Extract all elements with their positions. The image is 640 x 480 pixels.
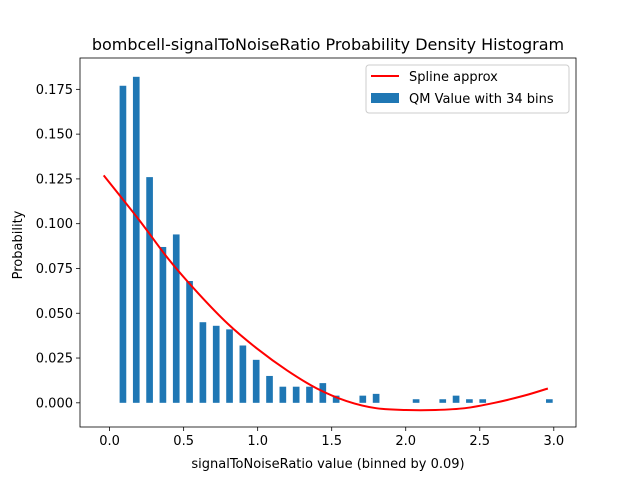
histogram-bar <box>132 76 140 403</box>
histogram-bar <box>146 177 153 403</box>
histogram-bar <box>452 395 460 403</box>
y-tick-label: 0.100 <box>36 217 73 232</box>
histogram-bar <box>292 386 300 403</box>
histogram-bar <box>546 399 553 403</box>
x-tick-label: 2.0 <box>395 434 416 449</box>
histogram-bar <box>239 345 247 403</box>
x-tick-label: 2.5 <box>469 434 490 449</box>
histogram-bar <box>172 234 180 403</box>
histogram-bar <box>212 325 220 403</box>
histogram-bar <box>466 399 473 403</box>
histogram-bar <box>332 395 340 403</box>
legend-label: Spline approx <box>409 70 498 85</box>
histogram-bar <box>266 375 273 403</box>
spline-line <box>102 174 549 412</box>
plot-area: 0.0 0.5 1.0 1.5 2.0 2.5 3.0 0.000 0.025 0.050 0.07… <box>36 57 577 449</box>
y-tick-label: 0.125 <box>36 172 73 187</box>
histogram-bar <box>186 281 193 403</box>
legend-bar-swatch <box>371 93 399 103</box>
legend-label: QM Value with 34 bins <box>409 92 554 107</box>
histogram-bar <box>199 322 207 403</box>
x-tick-label: 0.5 <box>173 434 194 449</box>
y-tick-label: 0.175 <box>36 83 73 98</box>
histogram-bar <box>479 399 487 403</box>
y-axis-label: Probability <box>11 210 26 279</box>
y-tick-label: 0.000 <box>36 396 73 411</box>
x-tick-label: 1.5 <box>321 434 342 449</box>
histogram-bar <box>319 383 327 403</box>
chart-title: bombcell-signalToNoiseRatio Probability … <box>92 35 564 54</box>
y-tick-label: 0.075 <box>36 262 73 277</box>
x-tick-label: 0.0 <box>99 434 120 449</box>
histogram-bar <box>372 393 380 403</box>
histogram-bar <box>439 399 447 403</box>
histogram-bar <box>119 85 127 403</box>
histogram-bar <box>226 329 233 403</box>
histogram-bar <box>306 386 313 403</box>
legend: Spline approx QM Value with 34 bins <box>365 64 570 114</box>
histogram-bar <box>252 359 260 403</box>
y-tick-label: 0.150 <box>36 128 73 143</box>
axes-frame <box>79 57 577 428</box>
histogram-bar <box>412 399 420 403</box>
y-tick-label: 0.025 <box>36 352 73 367</box>
x-axis-label: signalToNoiseRatio value (binned by 0.09… <box>191 457 464 472</box>
legend-box <box>365 64 570 114</box>
histogram-bar <box>279 386 287 403</box>
histogram-bar <box>159 246 167 403</box>
y-tick-label: 0.050 <box>36 307 73 322</box>
x-tick-label: 3.0 <box>543 434 564 449</box>
x-tick-label: 1.0 <box>247 434 268 449</box>
histogram-bar <box>359 395 367 403</box>
